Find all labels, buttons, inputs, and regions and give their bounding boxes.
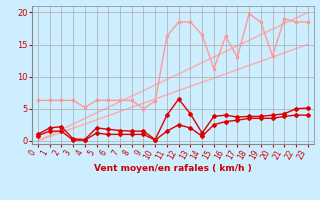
X-axis label: Vent moyen/en rafales ( km/h ): Vent moyen/en rafales ( km/h ) <box>94 164 252 173</box>
